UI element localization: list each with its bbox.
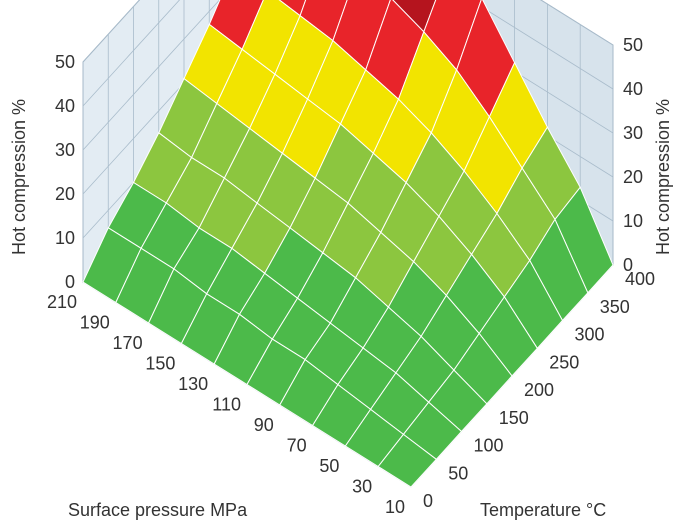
x-tick-label: 10 bbox=[385, 497, 405, 517]
y-tick-label: 0 bbox=[423, 491, 433, 511]
x-tick-label: 190 bbox=[80, 313, 110, 333]
y-tick-label: 150 bbox=[499, 408, 529, 428]
x-tick-label: 210 bbox=[47, 292, 77, 312]
z-tick-label-right: 50 bbox=[623, 35, 643, 55]
y-tick-label: 300 bbox=[575, 325, 605, 345]
z-tick-label-right: 30 bbox=[623, 123, 643, 143]
x-tick-label: 50 bbox=[319, 456, 339, 476]
z-tick-label-left: 0 bbox=[65, 272, 75, 292]
z-tick-label-right: 20 bbox=[623, 167, 643, 187]
z-tick-label-right: 10 bbox=[623, 211, 643, 231]
x-tick-label: 150 bbox=[145, 354, 175, 374]
surface-cell bbox=[377, 433, 438, 488]
wall-gridline bbox=[82, 0, 614, 107]
axis-ticks: 0010102020303040405050103050709011013015… bbox=[47, 35, 655, 517]
y-axis-label: Temperature °C bbox=[480, 500, 606, 520]
z-axis-label-right: Hot compression % bbox=[653, 99, 673, 255]
x-tick-label: 170 bbox=[113, 333, 143, 353]
z-axis-label-left: Hot compression % bbox=[9, 99, 29, 255]
z-tick-label-right: 40 bbox=[623, 79, 643, 99]
x-tick-label: 90 bbox=[254, 415, 274, 435]
y-tick-label: 250 bbox=[549, 352, 579, 372]
surface-plot bbox=[82, 0, 614, 488]
x-tick-label: 70 bbox=[287, 436, 307, 456]
x-tick-label: 130 bbox=[178, 374, 208, 394]
x-axis-label: Surface pressure MPa bbox=[68, 500, 248, 520]
x-tick-label: 30 bbox=[352, 477, 372, 497]
z-tick-label-left: 20 bbox=[55, 184, 75, 204]
y-tick-label: 50 bbox=[448, 463, 468, 483]
x-tick-label: 110 bbox=[212, 395, 241, 415]
z-tick-label-left: 10 bbox=[55, 228, 75, 248]
surface-cell bbox=[278, 0, 307, 17]
z-tick-label-right: 0 bbox=[623, 255, 633, 275]
y-tick-label: 200 bbox=[524, 380, 554, 400]
y-tick-label: 350 bbox=[600, 297, 630, 317]
y-tick-label: 100 bbox=[474, 436, 504, 456]
z-tick-label-left: 50 bbox=[55, 52, 75, 72]
z-tick-label-left: 30 bbox=[55, 140, 75, 160]
y-tick-label: 400 bbox=[625, 269, 655, 289]
z-tick-label-left: 40 bbox=[55, 96, 75, 116]
